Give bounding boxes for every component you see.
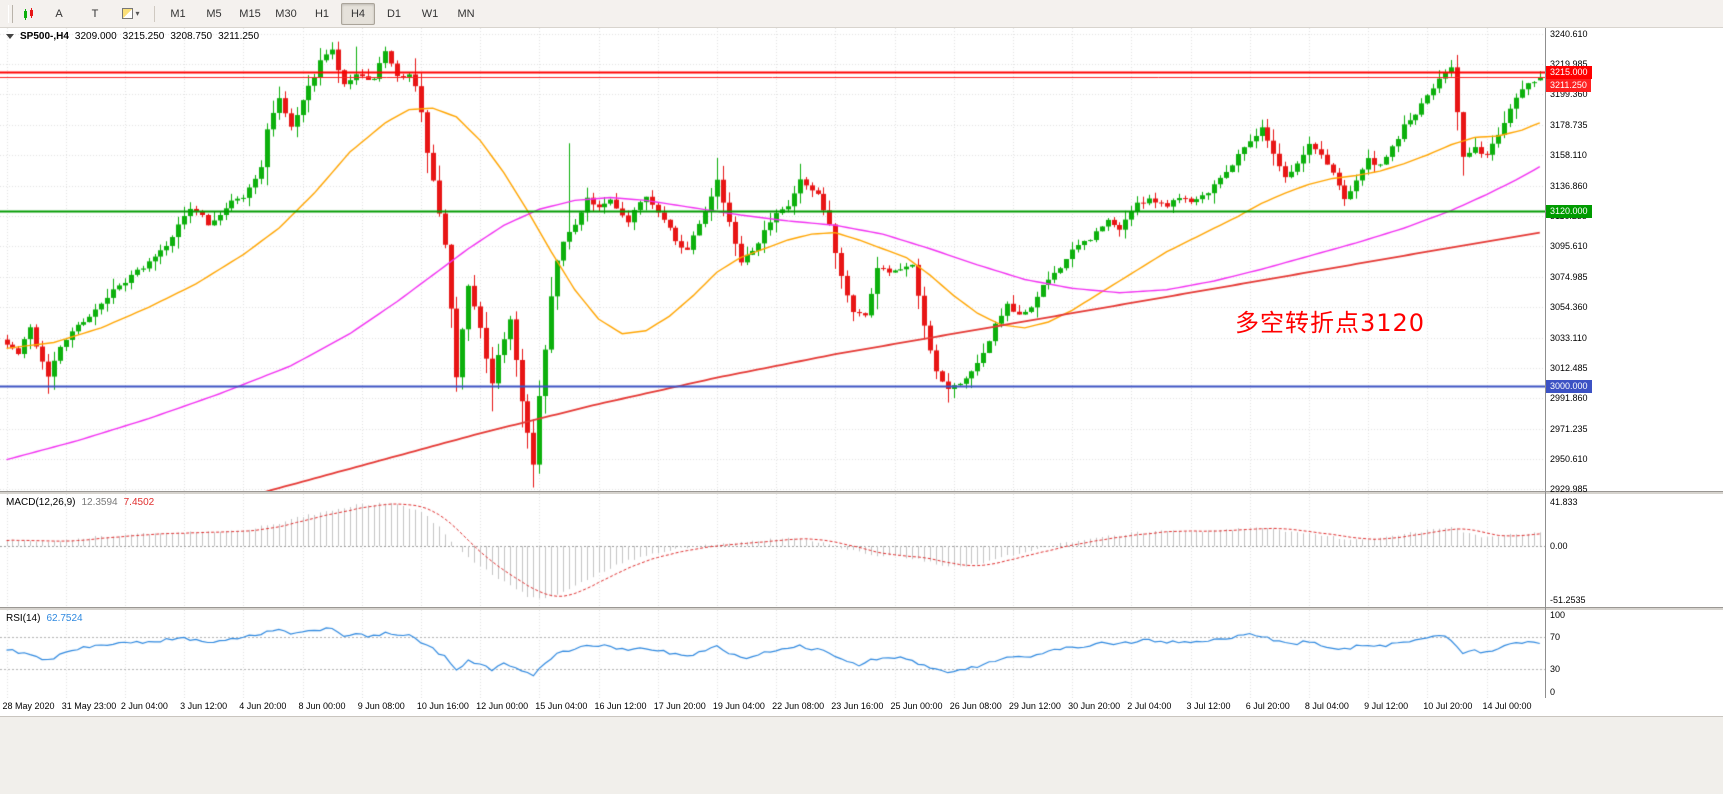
- time-axis-label: 3 Jun 12:00: [180, 701, 228, 711]
- time-axis-label: 9 Jul 12:00: [1364, 701, 1409, 711]
- toolbar-separator: [154, 5, 155, 22]
- panel-divider[interactable]: [0, 607, 1723, 610]
- text-tool-button[interactable]: T: [91, 7, 99, 20]
- rsi-value: 62.7524: [46, 613, 83, 624]
- time-axis-label: 16 Jun 12:00: [594, 701, 647, 711]
- time-axis-label: 9 Jun 08:00: [357, 701, 405, 711]
- chart-context-icon[interactable]: [6, 34, 14, 39]
- rsi-panel-canvas[interactable]: [0, 610, 1545, 698]
- price-tick-label: 3199.360: [1550, 89, 1588, 100]
- price-tick-label: 3054.360: [1550, 301, 1588, 312]
- time-axis-label: 8 Jun 00:00: [298, 701, 346, 711]
- rsi-name: RSI(14): [6, 613, 41, 624]
- price-tick-label: 2991.860: [1550, 393, 1588, 404]
- time-axis-label: 4 Jun 20:00: [239, 701, 287, 711]
- time-axis-label: 2 Jul 04:00: [1127, 701, 1172, 711]
- time-axis-label: 10 Jul 20:00: [1423, 701, 1473, 711]
- chart-area: SP500-,H4 3209.000 3215.250 3208.750 321…: [0, 28, 1723, 794]
- timeframe-button-m15[interactable]: M15: [239, 7, 261, 20]
- timeframe-button-m1[interactable]: M1: [170, 7, 186, 20]
- arrow-tool-button[interactable]: A: [55, 7, 63, 20]
- ohlc-high: 3215.250: [122, 31, 165, 42]
- rsi-axis-label: 30: [1550, 663, 1561, 674]
- time-axis-label: 28 May 2020: [2, 701, 55, 711]
- time-axis-label: 22 Jun 08:00: [772, 701, 825, 711]
- rsi-axis-label: 100: [1550, 610, 1566, 620]
- price-tick-label: 3033.110: [1550, 332, 1587, 343]
- price-tick-label: 2950.610: [1550, 453, 1588, 464]
- macd-label: MACD(12,26,9) 12.3594 7.4502: [6, 497, 154, 508]
- chart-title: SP500-,H4 3209.000 3215.250 3208.750 321…: [6, 31, 259, 42]
- price-tick-label: 3178.735: [1550, 119, 1588, 130]
- symbol-period-label: SP500-,H4: [20, 31, 69, 42]
- time-axis-label: 6 Jul 20:00: [1245, 701, 1290, 711]
- time-axis-label: 14 Jul 00:00: [1482, 701, 1532, 711]
- price-tick-label: 2971.235: [1550, 423, 1588, 434]
- time-axis-label: 17 Jun 20:00: [653, 701, 706, 711]
- price-tick-label: 3240.610: [1550, 29, 1588, 39]
- ohlc-open: 3209.000: [74, 31, 117, 42]
- time-axis-label: 15 Jun 04:00: [535, 701, 588, 711]
- draw-tool-button[interactable]: ▾: [114, 3, 148, 25]
- price-tick-label: 3095.610: [1550, 241, 1588, 252]
- macd-panel-canvas[interactable]: [0, 494, 1545, 608]
- timeframe-button-mn[interactable]: MN: [457, 7, 475, 20]
- time-axis-label: 3 Jul 12:00: [1186, 701, 1231, 711]
- bottom-filler: [0, 716, 1723, 794]
- time-axis-label: 12 Jun 00:00: [476, 701, 529, 711]
- price-tick-label: 3158.110: [1550, 149, 1587, 160]
- timeframe-button-d1[interactable]: D1: [386, 7, 402, 20]
- timeframe-button-h1[interactable]: H1: [314, 7, 330, 20]
- macd-axis-label: 41.833: [1550, 497, 1578, 507]
- chart-annotation-text[interactable]: 多空转折点3120: [1235, 309, 1426, 337]
- price-badge: 3211.250: [1546, 78, 1591, 92]
- price-tick-label: 3074.985: [1550, 271, 1588, 282]
- time-axis-label: 2 Jun 04:00: [120, 701, 168, 711]
- time-axis-label: 26 Jun 08:00: [949, 701, 1002, 711]
- price-tick-label: 3116.235: [1550, 211, 1587, 222]
- toolbar-grip[interactable]: [8, 4, 13, 23]
- main-chart-canvas[interactable]: [0, 28, 1545, 492]
- time-axis[interactable]: 28 May 2020 31 May 23:00 2 Jun 04:00 3 Jun …: [0, 698, 1723, 716]
- macd-name: MACD(12,26,9): [6, 497, 76, 508]
- macd-signal-value: 7.4502: [123, 497, 155, 508]
- price-tick-label: 3012.485: [1550, 363, 1588, 374]
- timeframe-button-h4[interactable]: H4: [341, 2, 375, 25]
- timeframe-button-m5[interactable]: M5: [206, 7, 222, 20]
- time-axis-label: 10 Jun 16:00: [416, 701, 469, 711]
- price-badge: 3000.000: [1546, 380, 1592, 394]
- price-badge: 3120.000: [1546, 204, 1592, 218]
- time-axis-label: 8 Jul 04:00: [1304, 701, 1349, 711]
- price-badge: 3215.000: [1546, 65, 1592, 79]
- macd-main-value: 12.3594: [81, 497, 118, 508]
- time-axis-label: 30 Jun 20:00: [1068, 701, 1121, 711]
- time-axis-label: 19 Jun 04:00: [712, 701, 765, 711]
- macd-axis-label: 0.00: [1550, 541, 1568, 552]
- price-tick-label: 3136.860: [1550, 180, 1588, 191]
- dropdown-caret-icon: ▾: [135, 9, 140, 18]
- app-icon: [21, 6, 37, 22]
- time-axis-label: 25 Jun 00:00: [890, 701, 943, 711]
- rsi-axis-label: 70: [1550, 632, 1561, 643]
- rsi-label: RSI(14) 62.7524: [6, 613, 83, 624]
- price-axis-border: [1545, 28, 1546, 716]
- timeframe-buttons: M1 M5 M15 M30 H1 H4 D1 W1 MN: [160, 2, 484, 25]
- macd-axis-label: -51.2535: [1550, 595, 1586, 605]
- ohlc-low: 3208.750: [170, 31, 213, 42]
- time-axis-label: 29 Jun 12:00: [1008, 701, 1061, 711]
- pencil-icon: [122, 8, 134, 19]
- price-tick-label: 3219.985: [1550, 59, 1588, 70]
- rsi-axis-label: 0: [1550, 687, 1556, 697]
- ohlc-close: 3211.250: [218, 31, 260, 42]
- panel-divider[interactable]: [0, 491, 1723, 494]
- timeframe-button-m30[interactable]: M30: [275, 7, 297, 20]
- timeframe-button-w1[interactable]: W1: [421, 7, 439, 20]
- time-axis-label: 23 Jun 16:00: [831, 701, 884, 711]
- time-axis-label: 31 May 23:00: [61, 701, 117, 711]
